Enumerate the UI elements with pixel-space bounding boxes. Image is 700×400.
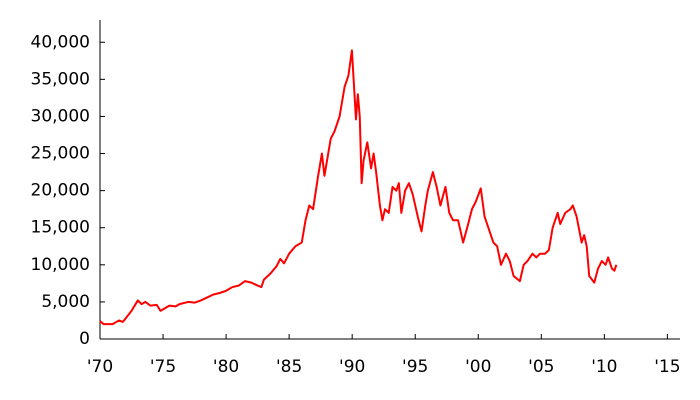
y-tick-label: 35,000 <box>31 69 90 89</box>
x-tick-label: '90 <box>339 357 365 377</box>
y-tick-label: 20,000 <box>31 181 90 201</box>
x-tick-label: '85 <box>276 357 302 377</box>
x-tick-label: '00 <box>465 357 491 377</box>
y-tick-label: 25,000 <box>31 144 90 164</box>
x-tick-label: '05 <box>528 357 554 377</box>
y-tick-label: 10,000 <box>31 255 90 275</box>
x-tick-label: '15 <box>654 357 680 377</box>
data-line <box>99 49 618 326</box>
x-tick-label: '70 <box>87 357 113 377</box>
y-tick-label: 40,000 <box>31 32 90 52</box>
x-tick-label: '80 <box>213 357 239 377</box>
y-tick-label: 15,000 <box>31 218 90 238</box>
x-tick-label: '95 <box>402 357 428 377</box>
x-tick-label: '75 <box>150 357 176 377</box>
y-tick-label: 0 <box>79 329 90 349</box>
y-tick-label: 30,000 <box>31 106 90 126</box>
y-tick-label: 5,000 <box>41 292 90 312</box>
x-tick-label: '10 <box>591 357 617 377</box>
